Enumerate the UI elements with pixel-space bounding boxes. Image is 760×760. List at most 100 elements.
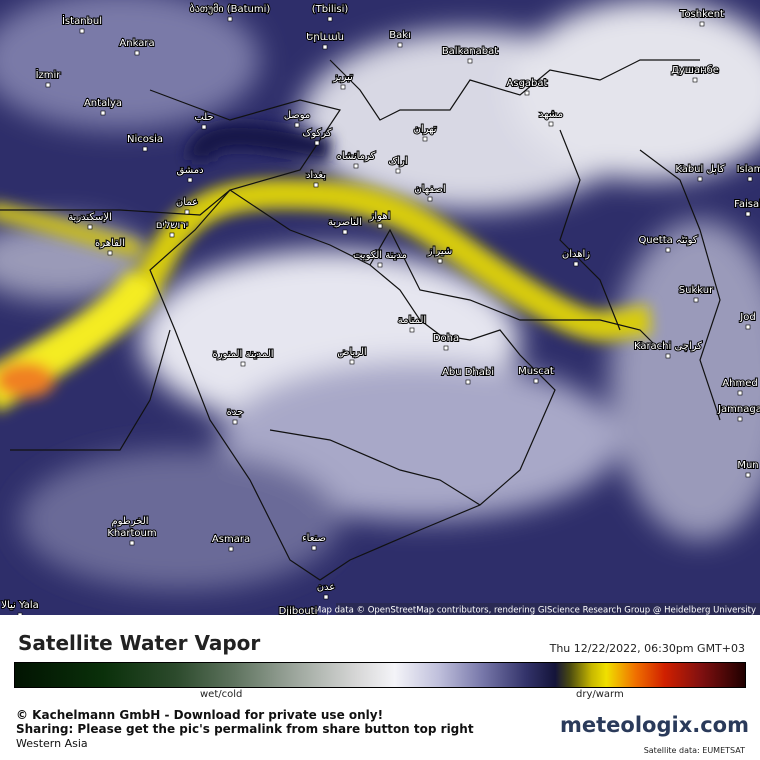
city-label: Jamnaga (717, 404, 760, 415)
city-dot (228, 546, 234, 552)
city-label: Abu Dhabi (442, 367, 494, 378)
city-dot (745, 211, 751, 217)
city-dot (87, 224, 93, 230)
city-label: اهواز (369, 211, 391, 222)
city-label: ბათუმი (Batumi) (190, 3, 271, 15)
city-dot (422, 136, 428, 142)
city-label: مدينة الكويت (353, 250, 407, 261)
city-dot (79, 28, 85, 34)
scale-left: wet/cold (200, 689, 243, 700)
title: Satellite Water Vapor (18, 631, 261, 655)
city-label: Khartoum (107, 528, 156, 539)
city-dot (45, 82, 51, 88)
city-dot (107, 250, 113, 256)
city-dot (737, 416, 743, 422)
city-label: عمان (176, 197, 198, 208)
city-label: Karachi کراچی (634, 341, 702, 352)
city-label: جدة (227, 407, 244, 418)
city-dot (427, 196, 433, 202)
city-dot (465, 379, 471, 385)
city-label: Bakı (389, 30, 411, 41)
city-label: Երևան (306, 32, 344, 43)
city-dot (100, 110, 106, 116)
city-label: المدينة المنورة (212, 349, 273, 360)
city-dot (349, 359, 355, 365)
city-dot (340, 84, 346, 90)
city-label: الناصرية (328, 217, 362, 228)
city-label: Doha (433, 333, 459, 344)
city-label: Sukkur (679, 285, 714, 296)
footer: Satellite Water Vapor Thu 12/22/2022, 06… (0, 615, 760, 760)
city-dot (699, 21, 705, 27)
city-dot (129, 540, 135, 546)
city-label: تبريز (332, 72, 353, 83)
city-label: موصل (284, 110, 311, 121)
city-label: İzmir (36, 68, 62, 81)
city-label: ירושלים (156, 220, 188, 231)
city-dot (395, 168, 401, 174)
city-label: القاهرة (95, 238, 125, 249)
city-label: Душанбе (671, 65, 719, 76)
city-dot (693, 297, 699, 303)
city-label: Muscat (518, 366, 554, 377)
city-label: زاهدان (562, 249, 590, 260)
city-label: الرياض (337, 347, 366, 358)
city-label: حلب (194, 112, 213, 123)
city-label: کرمانشاه (337, 151, 376, 162)
city-label: Mun (737, 460, 758, 471)
city-dot (227, 16, 233, 22)
city-label: نيالا Yala (1, 600, 39, 611)
city-dot (665, 353, 671, 359)
scale-right: dry/warm (576, 689, 624, 700)
city-dot (314, 140, 320, 146)
city-dot (142, 146, 148, 152)
city-label: بغداد (306, 170, 326, 181)
borders (0, 59, 721, 581)
logo: meteologix.com (560, 713, 749, 737)
copyright: © Kachelmann GmbH - Download for private… (16, 708, 384, 722)
city-dot (745, 324, 751, 330)
city-label: Toshkent (679, 9, 724, 20)
city-label: الخرطوم (111, 516, 148, 527)
city-label: الإسكندرية (68, 212, 112, 223)
city-label: Ahmed (722, 378, 757, 389)
source: Satellite data: EUMETSAT (643, 746, 745, 755)
city-label: المنامة (398, 315, 426, 326)
city-label: اصفهان (414, 184, 445, 195)
city-dot (342, 229, 348, 235)
city-dot (573, 261, 579, 267)
city-dot (187, 177, 193, 183)
city-label: شيراز (427, 246, 453, 257)
city-label: Antalya (84, 98, 122, 109)
city-dot (745, 472, 751, 478)
city-dot (134, 50, 140, 56)
city-label: مشهد (539, 109, 563, 120)
city-label: İstanbul (62, 14, 102, 27)
city-dot (240, 361, 246, 367)
city-label: کرکوک (302, 128, 331, 139)
city-label: Kabul کابل (675, 164, 725, 175)
sharing: Sharing: Please get the pic's permalink … (16, 722, 474, 736)
city-dot (127, 528, 133, 534)
city-dot (548, 121, 554, 127)
city-dot (17, 612, 23, 615)
dry-band (0, 123, 652, 412)
clouds (0, 0, 760, 590)
city-label: (Tbilisi) (312, 4, 349, 15)
city-label: اراک (388, 156, 407, 167)
city-dot (665, 247, 671, 253)
city-label: صنعاء (302, 533, 326, 544)
datetime: Thu 12/22/2022, 06:30pm GMT+03 (549, 642, 745, 655)
satellite-map: Map data © OpenStreetMap contributors, r… (0, 0, 760, 615)
city-label: عدن (317, 582, 336, 593)
city-dot (323, 594, 329, 600)
city-label: Balkanabat (442, 46, 498, 57)
city-label: Islam (737, 164, 760, 175)
city-dot (201, 124, 207, 130)
city-label: Faisal (734, 199, 760, 210)
city-dot (184, 209, 190, 215)
city-labels: ბათუმი (Batumi) (Tbilisi) İstanbul Ankara Եր… (0, 2, 760, 615)
city-dot (697, 176, 703, 182)
city-label: Jod (739, 312, 755, 323)
city-label: تهران (413, 124, 436, 135)
